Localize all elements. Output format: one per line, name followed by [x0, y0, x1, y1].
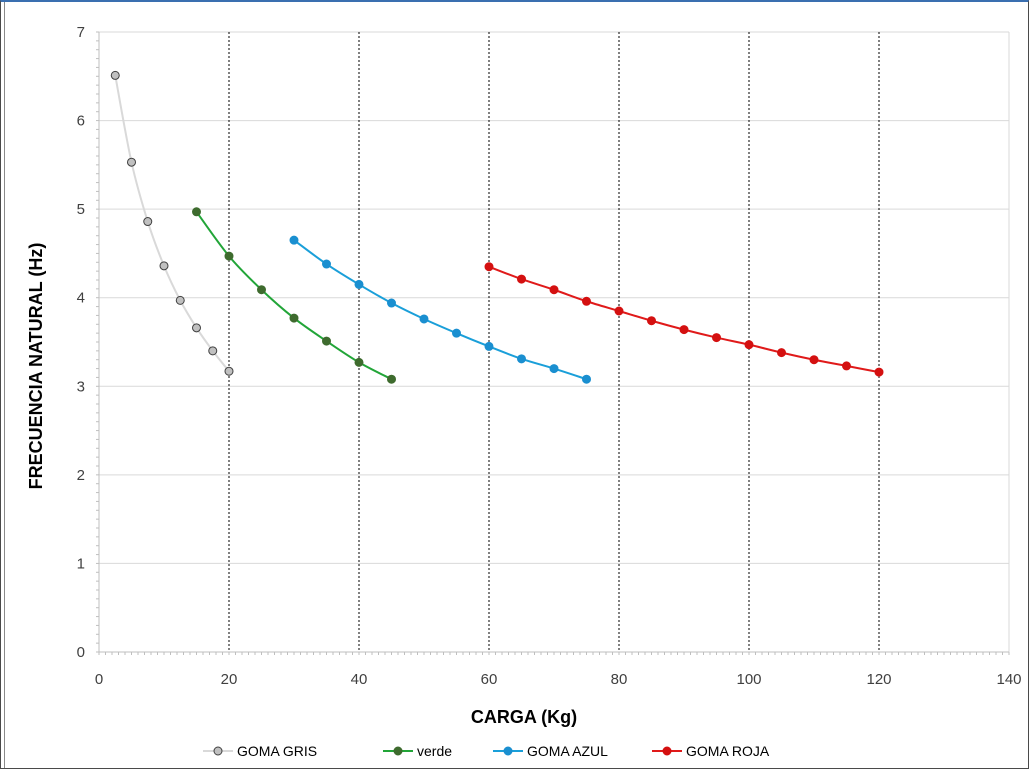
x-tick-label-40: 40	[351, 671, 368, 688]
series-line	[293, 239, 587, 381]
legend: GOMA GRIS verde GOMA AZUL GOMA ROJA	[203, 743, 770, 759]
data-point	[744, 340, 754, 350]
legend-marker	[662, 746, 672, 756]
y-tick-label-2: 2	[77, 467, 85, 484]
series-line	[114, 75, 230, 372]
data-point	[224, 366, 234, 376]
data-point	[322, 259, 331, 269]
data-point	[484, 341, 494, 351]
data-point	[192, 323, 201, 333]
data-point	[874, 367, 884, 377]
x-tick-label-60: 60	[481, 671, 498, 688]
data-point	[549, 364, 559, 374]
legend-label: GOMA GRIS	[237, 743, 317, 759]
data-point	[127, 157, 136, 167]
data-point	[387, 298, 396, 308]
data-point	[289, 313, 299, 323]
legend-item-1: verde	[383, 743, 452, 759]
data-point	[143, 217, 153, 227]
legend-marker	[393, 746, 403, 756]
data-point	[452, 328, 461, 338]
tick-labels: 0 1 2 3 4 5 6 7 0 20 40 60 80 100 120 140	[77, 24, 1022, 688]
y-tick-label-4: 4	[77, 290, 85, 307]
data-point	[354, 279, 364, 289]
data-point	[354, 357, 364, 367]
y-tick-label-0: 0	[77, 644, 85, 661]
y-tick-label-1: 1	[77, 555, 85, 572]
data-point	[679, 325, 689, 335]
data-point	[192, 207, 201, 217]
legend-label: GOMA ROJA	[686, 743, 770, 759]
gridlines	[99, 31, 1010, 652]
series-3	[484, 262, 884, 377]
data-point	[484, 262, 494, 272]
data-point	[777, 348, 786, 358]
data-point	[517, 354, 526, 364]
series-line	[488, 265, 880, 374]
data-point	[159, 261, 169, 271]
data-point	[809, 355, 819, 365]
data-point	[582, 374, 591, 384]
data-point	[614, 306, 624, 316]
data-point	[712, 333, 721, 343]
data-point	[549, 285, 559, 295]
data-point	[110, 70, 120, 80]
x-tick-label-20: 20	[221, 671, 238, 688]
y-tick-label-7: 7	[77, 24, 85, 41]
data-point	[419, 314, 429, 324]
y-tick-label-3: 3	[77, 378, 85, 395]
data-point	[582, 296, 591, 306]
data-point	[647, 316, 656, 326]
y-axis-title: FRECUENCIA NATURAL (Hz)	[26, 243, 46, 490]
data-point	[517, 274, 526, 284]
x-tick-label-140: 140	[996, 671, 1021, 688]
data-point	[387, 374, 396, 384]
x-tick-label-0: 0	[95, 671, 103, 688]
x-tick-label-80: 80	[611, 671, 628, 688]
series-2	[289, 235, 591, 384]
legend-marker	[503, 746, 513, 756]
legend-item-3: GOMA ROJA	[652, 743, 770, 759]
legend-item-2: GOMA AZUL	[493, 743, 608, 759]
data-point	[208, 346, 218, 356]
legend-label: verde	[417, 743, 452, 759]
data-series	[110, 70, 884, 384]
y-tick-label-6: 6	[77, 113, 85, 130]
y-tick-label-5: 5	[77, 201, 85, 218]
x-axis-title: CARGA (Kg)	[471, 707, 577, 727]
legend-item-0: GOMA GRIS	[203, 743, 317, 759]
data-point	[289, 235, 299, 245]
data-point	[257, 285, 266, 295]
data-point	[224, 251, 234, 261]
data-point	[842, 361, 851, 371]
data-point	[322, 336, 331, 346]
x-tick-label-120: 120	[866, 671, 891, 688]
series-0	[110, 70, 234, 376]
axes	[96, 31, 1010, 655]
series-1	[192, 207, 396, 384]
data-point	[175, 295, 185, 305]
x-tick-label-100: 100	[736, 671, 761, 688]
legend-label: GOMA AZUL	[527, 743, 608, 759]
legend-marker	[213, 746, 223, 756]
